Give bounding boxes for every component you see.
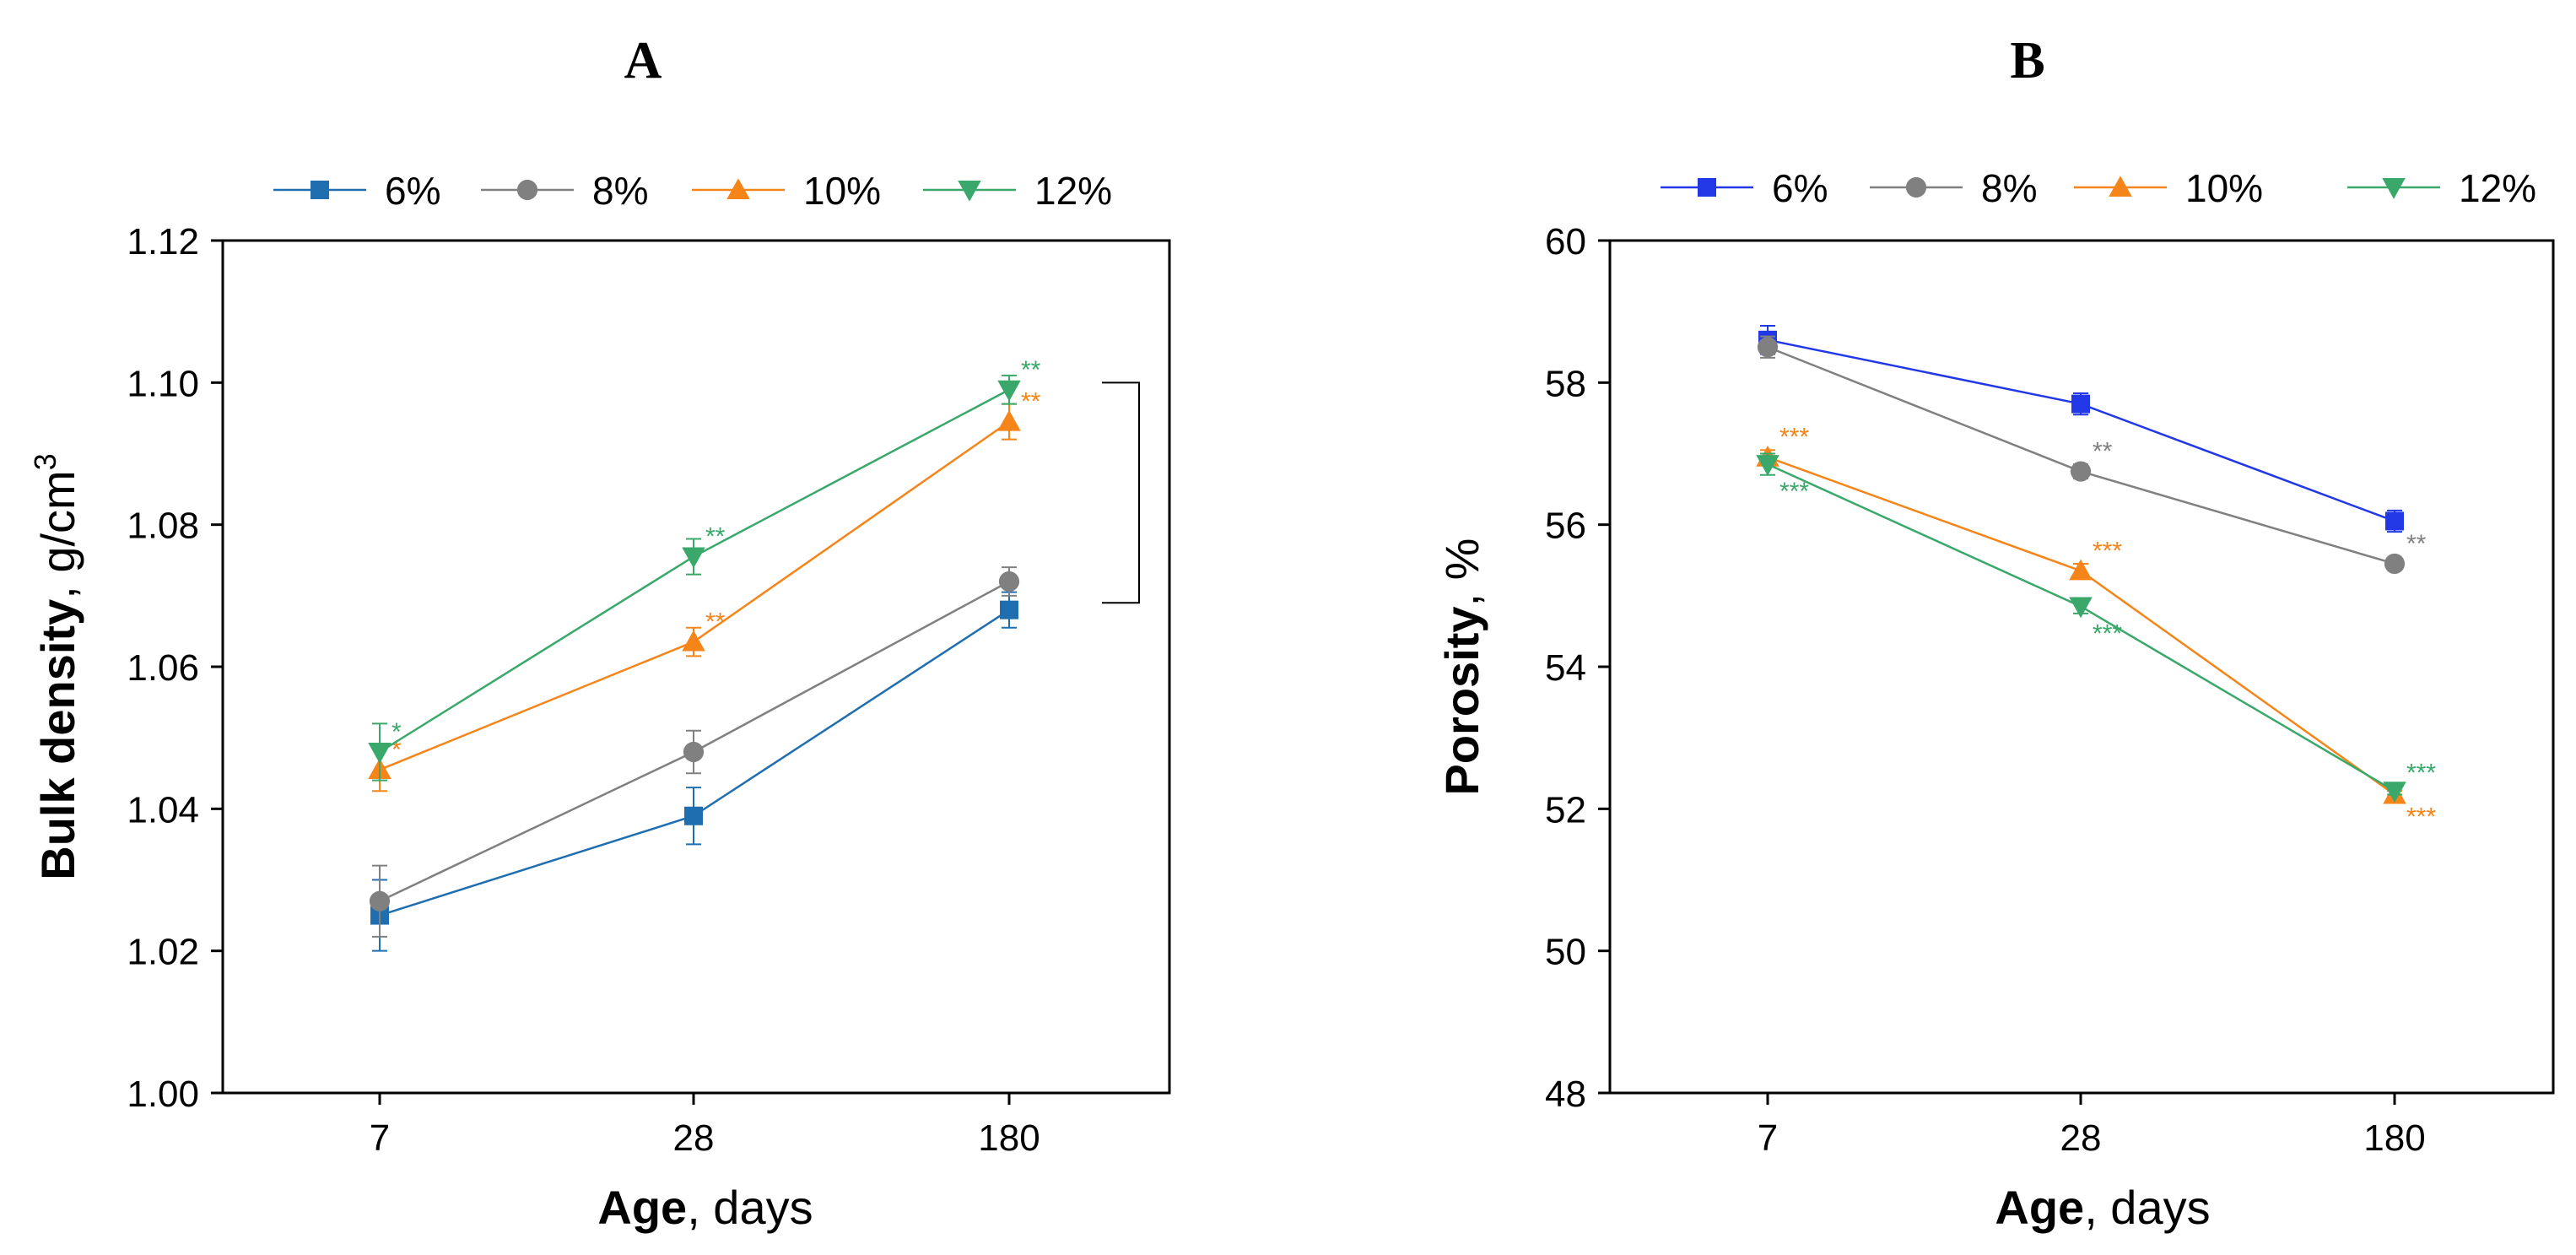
data-point (997, 380, 1021, 402)
data-point (2385, 511, 2404, 531)
significance-label: *** (1779, 424, 1809, 452)
y-tick-label: 60 (1545, 221, 1586, 262)
panel-a-ylabel-bold: Bulk density (31, 599, 84, 880)
legend-label: 6% (1772, 166, 1828, 210)
data-point (684, 806, 703, 825)
legend-label: 10% (803, 169, 881, 213)
data-point (682, 547, 705, 569)
panel-b-xlabel: Age, days (1995, 1181, 2210, 1234)
y-tick-label: 1.00 (127, 1074, 199, 1115)
panel-b-ylabel-rest: , % (1435, 538, 1488, 607)
x-tick-label: 28 (2060, 1117, 2102, 1159)
legend-label: 6% (385, 169, 440, 213)
significance-label: ** (705, 523, 726, 551)
data-point (2384, 553, 2406, 575)
data-point (1000, 600, 1018, 619)
series-line (379, 420, 1010, 771)
legend-marker (516, 179, 538, 201)
x-tick-label: 180 (2363, 1117, 2425, 1159)
panel-b-letter: B (2010, 32, 2044, 89)
x-tick-label: 28 (673, 1117, 715, 1159)
panel-a-ylabel-sup: 3 (28, 453, 62, 470)
legend-marker (1698, 178, 1716, 197)
significance-label: *** (2406, 759, 2436, 787)
data-point (997, 409, 1021, 431)
significance-bracket (1102, 381, 1140, 604)
data-point (683, 741, 705, 763)
y-tick-label: 58 (1545, 363, 1586, 404)
data-point (2070, 461, 2092, 482)
legend-marker (311, 181, 329, 199)
x-tick-label: 7 (1758, 1117, 1778, 1159)
legend-label: 8% (1981, 166, 2037, 210)
legend-label: 10% (2185, 166, 2263, 210)
panel-a-ylabel: Bulk density, g/cm3 (28, 453, 84, 879)
panel-a-xlabel-rest: , days (687, 1181, 813, 1234)
y-tick-label: 52 (1545, 789, 1586, 830)
panel-b-xlabel-rest: , days (2084, 1181, 2210, 1234)
data-point (1757, 337, 1779, 358)
panel-a-xlabel-bold: Age (597, 1181, 687, 1234)
significance-label: ** (1021, 388, 1041, 416)
panel-b-ylabel-bold: Porosity (1435, 606, 1488, 795)
y-tick-label: 54 (1545, 647, 1586, 689)
plot-frame (1608, 239, 2555, 1095)
significance-label: *** (2093, 537, 2122, 565)
data-point (2383, 782, 2406, 803)
legend-marker (1905, 176, 1927, 198)
series-line (1767, 338, 2395, 522)
chart-a: 1.00 1.02 1.04 1.06 1.08 1.10 1.12 7 28 180 6% 8% 10… (127, 169, 1171, 1159)
data-point (368, 743, 392, 764)
series-line (1767, 346, 2395, 565)
panel-a-xlabel: Age, days (597, 1181, 813, 1234)
significance-label: ** (1021, 356, 1041, 384)
legend-marker (2109, 176, 2132, 197)
y-tick-label: 1.10 (127, 363, 199, 404)
x-tick-label: 180 (978, 1117, 1040, 1159)
legend-marker (726, 178, 750, 199)
panel-a-letter: A (624, 32, 662, 89)
significance-label: *** (2406, 803, 2436, 831)
data-point (1756, 455, 1779, 476)
y-tick-label: 1.04 (127, 789, 199, 830)
y-tick-label: 56 (1545, 506, 1586, 547)
y-tick-label: 1.06 (127, 647, 199, 689)
legend-marker (958, 181, 981, 202)
data-point (369, 890, 391, 911)
panel-b-xlabel-bold: Age (1995, 1181, 2084, 1234)
panel-a-ylabel-rest: , g/cm (31, 470, 84, 598)
legend-label: 8% (592, 169, 648, 213)
legend-marker (2382, 178, 2406, 199)
x-tick-label: 7 (370, 1117, 390, 1159)
significance-label: ** (2406, 530, 2427, 558)
y-tick-label: 1.02 (127, 932, 199, 973)
y-tick-label: 50 (1545, 932, 1586, 973)
significance-label: ** (2093, 438, 2113, 466)
data-point (2069, 559, 2093, 581)
legend-label: 12% (2459, 166, 2536, 210)
data-point (2069, 597, 2093, 619)
significance-label: ** (705, 609, 726, 636)
y-tick-label: 1.12 (127, 221, 199, 262)
y-tick-label: 48 (1545, 1074, 1586, 1115)
data-point (998, 571, 1020, 592)
y-tick-label: 1.08 (127, 506, 199, 547)
significance-label: *** (2093, 619, 2122, 647)
series-line (1767, 463, 2395, 792)
significance-label: *** (1779, 478, 1809, 506)
data-point (682, 630, 705, 652)
legend-label: 12% (1034, 169, 1112, 213)
significance-label: * (392, 718, 402, 746)
data-point (2071, 394, 2090, 414)
panel-b-ylabel: Porosity, % (1435, 538, 1488, 796)
